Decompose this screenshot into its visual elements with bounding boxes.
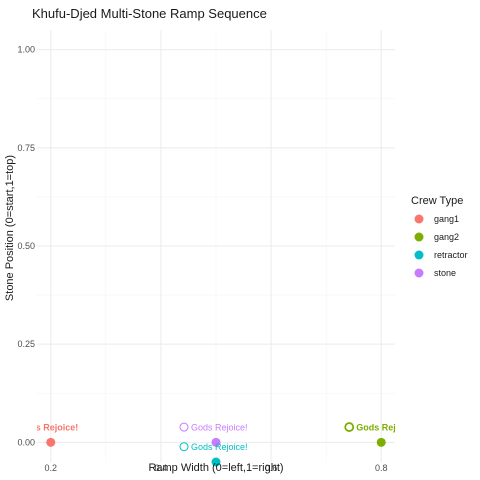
x-tick-label: 0.6	[265, 463, 278, 473]
legend-key	[414, 232, 424, 242]
legend-label: gang1	[434, 214, 459, 224]
smiley-icon	[179, 422, 189, 432]
x-axis-ticks: 0.2 0.4 0.6 0.8	[45, 463, 388, 473]
legend-item-stone: stone	[414, 268, 456, 278]
legend-item-gang2: gang2	[414, 232, 459, 242]
data-points	[46, 437, 386, 467]
legend: Crew Type gang1 gang2 retractor stone	[411, 195, 468, 278]
annotation-stone: Gods Rejoice!	[179, 422, 248, 433]
smiley-icon	[179, 442, 189, 452]
annotations: Gods Rejoice! Gods Rejoice! Gods Rejoice! G…	[18, 422, 417, 452]
data-point-gang2	[376, 437, 386, 447]
y-tick-label: 0.25	[17, 339, 35, 349]
grid	[37, 30, 395, 462]
legend-key	[414, 214, 424, 224]
annotation-retractor: Gods Rejoice!	[179, 442, 248, 452]
annotation-label: Gods Rejoice!	[18, 423, 79, 433]
legend-label: retractor	[434, 250, 468, 260]
legend-label: stone	[434, 268, 456, 278]
data-point-retractor	[211, 457, 221, 467]
legend-title: Crew Type	[411, 195, 463, 207]
y-tick-label: 0.50	[17, 241, 35, 251]
data-point-gang1	[46, 437, 56, 447]
annotation-gang2: Gods Rejoice!	[344, 422, 417, 433]
x-tick-label: 0.8	[375, 463, 388, 473]
legend-item-gang1: gang1	[414, 214, 459, 224]
x-tick-label: 0.4	[155, 463, 168, 473]
y-tick-label: 0.00	[17, 437, 35, 447]
legend-key	[414, 268, 424, 278]
legend-key	[414, 250, 424, 260]
legend-item-retractor: retractor	[414, 250, 468, 260]
annotation-label: Gods Rejoice!	[356, 423, 417, 433]
x-axis-title: Ramp Width (0=left,1=right)	[148, 462, 283, 474]
legend-label: gang2	[434, 232, 459, 242]
chart-title: Khufu-Djed Multi-Stone Ramp Sequence	[32, 6, 267, 21]
annotation-label: Gods Rejoice!	[191, 423, 248, 433]
y-tick-label: 0.75	[17, 143, 35, 153]
annotation-gang1: Gods Rejoice!	[18, 423, 79, 433]
y-axis-ticks: 0.00 0.25 0.50 0.75 1.00	[17, 45, 35, 448]
x-tick-label: 0.2	[45, 463, 58, 473]
y-axis-title: Stone Position (0=start,1=top)	[4, 155, 16, 301]
smiley-icon	[344, 422, 355, 432]
annotation-label: Gods Rejoice!	[191, 442, 248, 452]
data-point-stone	[211, 437, 221, 447]
y-tick-label: 1.00	[17, 45, 35, 55]
